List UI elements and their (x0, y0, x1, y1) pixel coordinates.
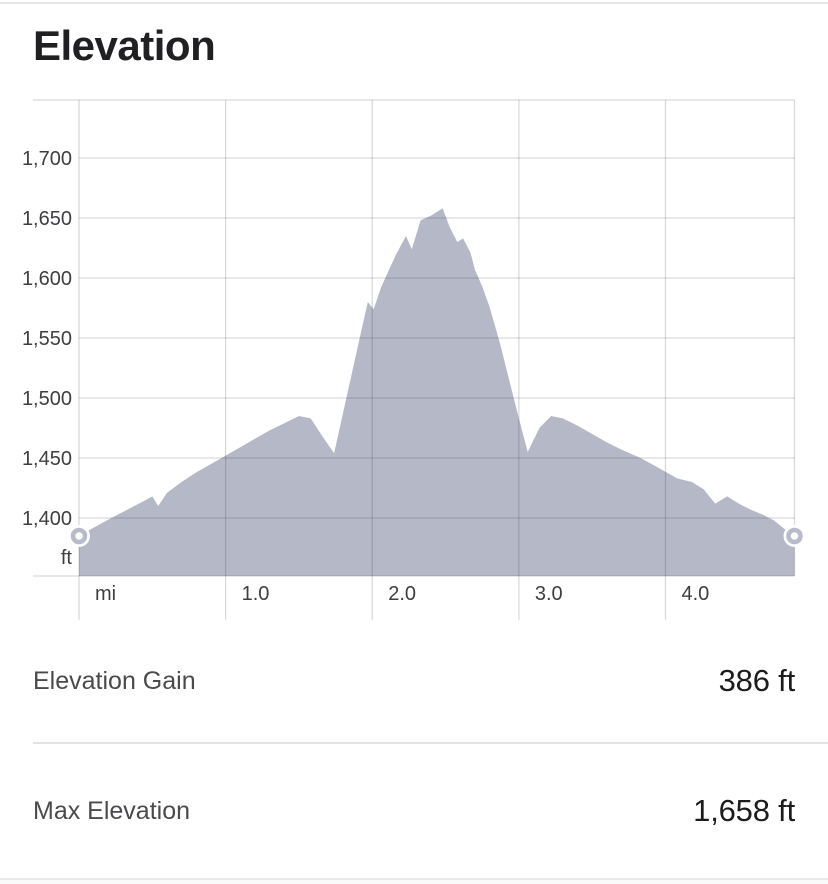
x-axis-tick-label: 3.0 (535, 583, 563, 605)
bottom-divider (0, 878, 828, 884)
x-axis-tick-label: 1.0 (242, 583, 270, 605)
max-elevation-value: 1,658 ft (693, 793, 795, 828)
y-axis-tick-label: 1,550 (22, 328, 72, 350)
max-elevation-label: Max Elevation (33, 796, 191, 825)
top-divider (0, 2, 828, 4)
y-axis-tick-label: 1,650 (22, 208, 72, 230)
y-axis-tick-label: 1,700 (22, 148, 72, 170)
stat-row-elevation-gain: Elevation Gain 386 ft (0, 620, 828, 742)
y-axis-tick-label: 1,600 (22, 268, 72, 290)
stat-row-max-elevation: Max Elevation 1,658 ft (0, 743, 828, 879)
x-axis-tick-label: 4.0 (681, 583, 709, 605)
y-axis-tick-label: 1,500 (22, 388, 72, 410)
elevation-area (79, 208, 795, 576)
elevation-gain-label: Elevation Gain (33, 666, 196, 695)
x-axis-tick-label: mi (95, 583, 116, 605)
y-axis-unit-label: ft (61, 547, 73, 569)
y-axis-tick-label: 1,400 (22, 508, 72, 530)
row-divider (33, 742, 828, 744)
route-end-marker (786, 527, 803, 545)
elevation-gain-value: 386 ft (718, 663, 796, 698)
route-start-marker (70, 527, 88, 545)
y-axis-tick-label: 1,450 (22, 448, 72, 470)
x-axis-tick-label: 2.0 (388, 583, 416, 605)
page-title: Elevation (33, 22, 216, 69)
